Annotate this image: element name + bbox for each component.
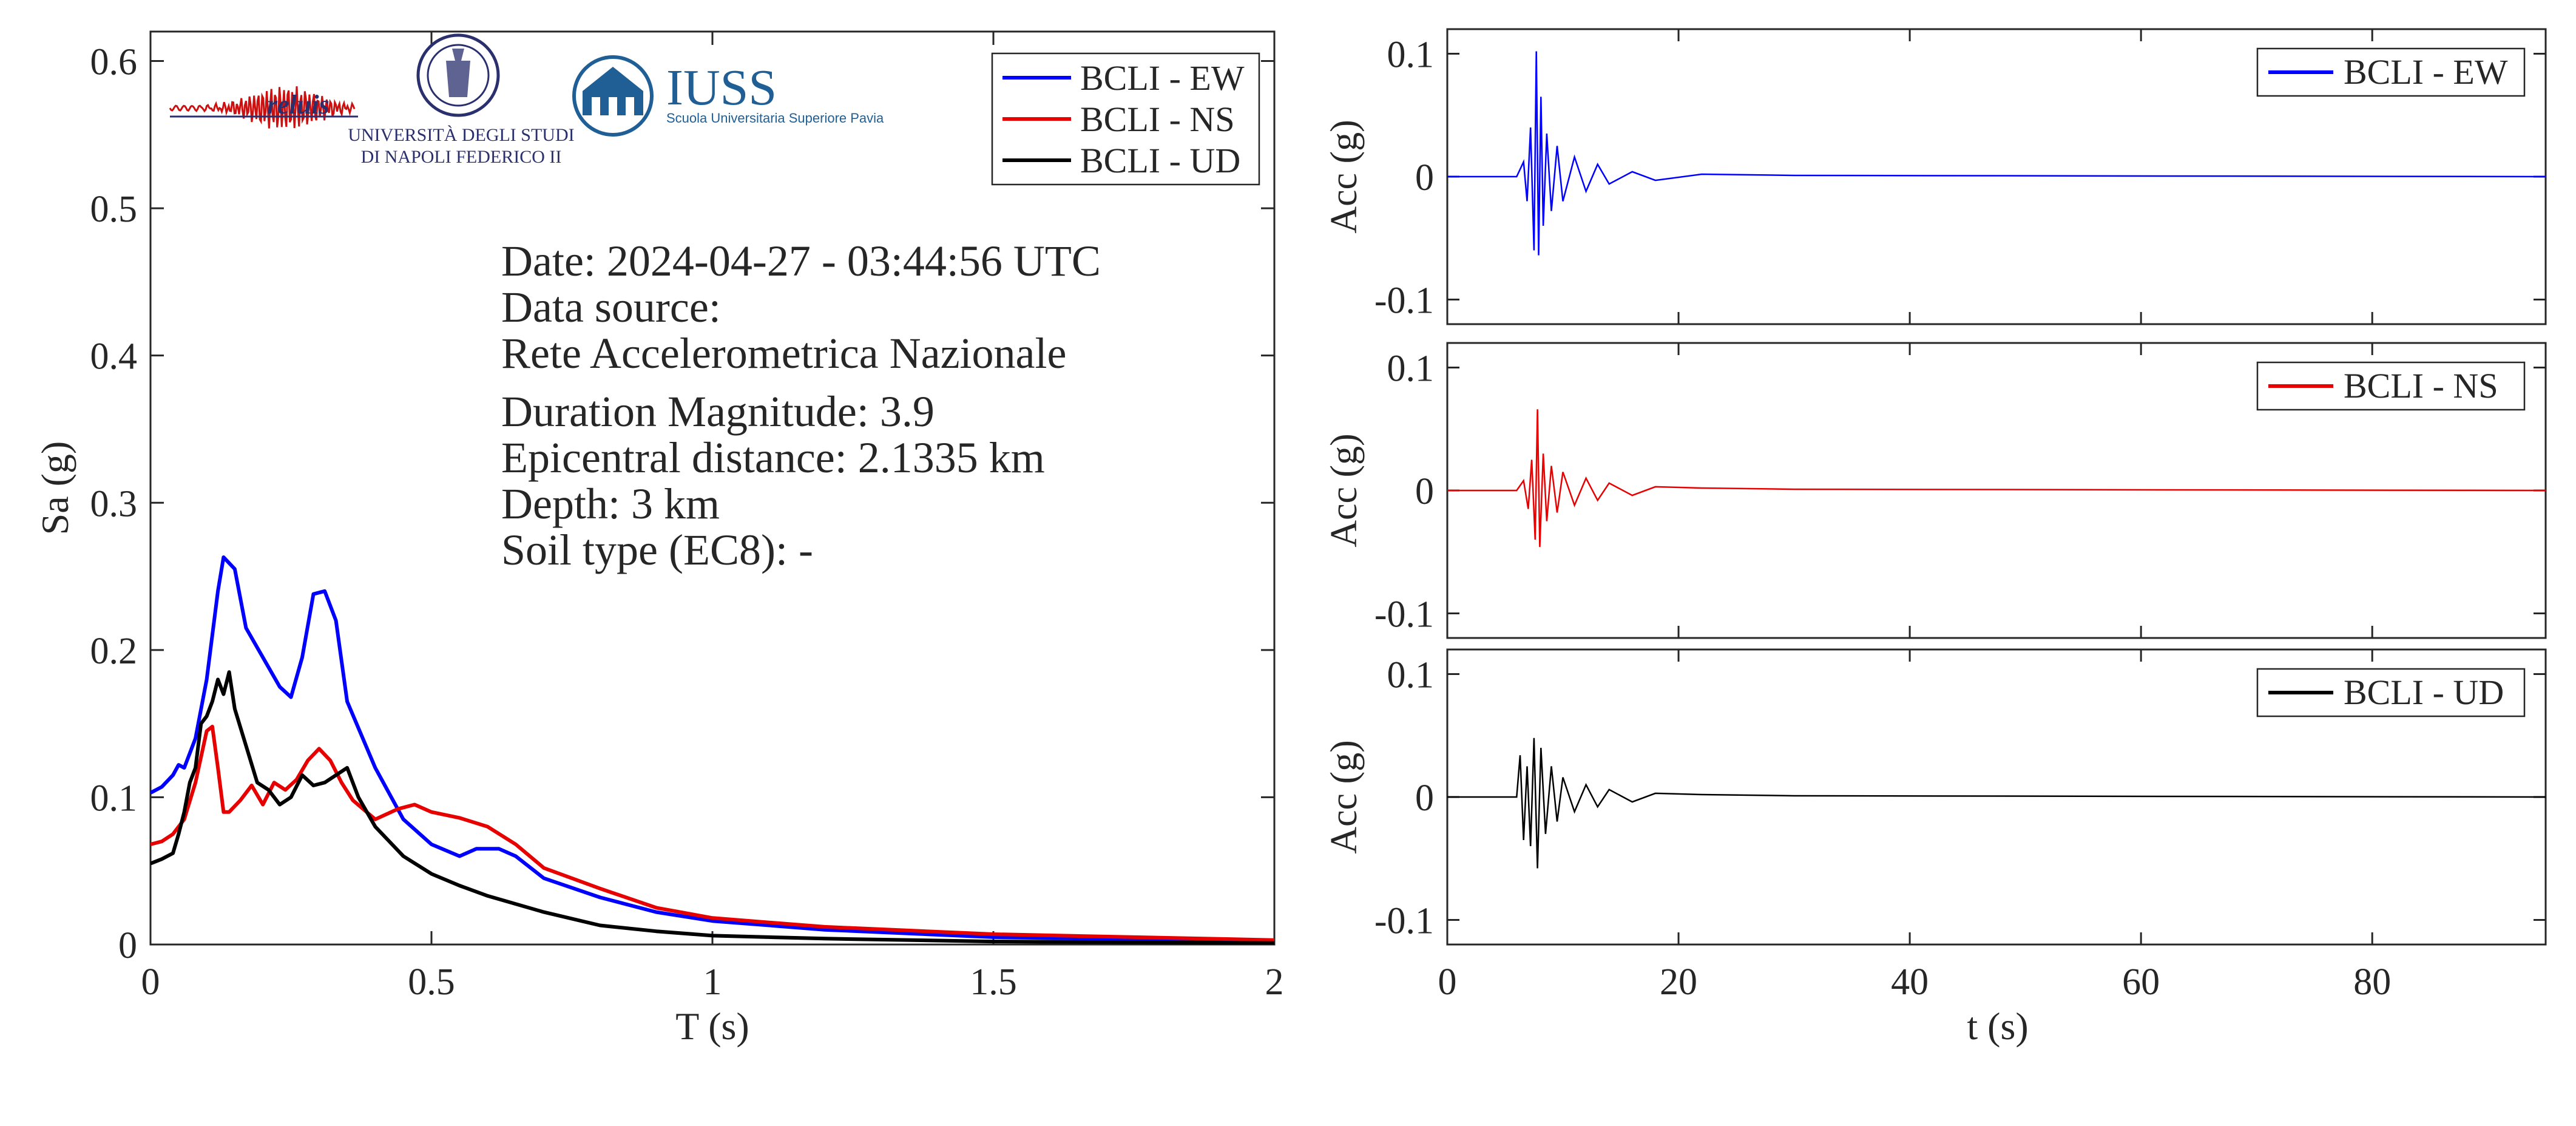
x-tick-label: 0.5 — [408, 962, 455, 1003]
y-tick-label: 0.1 — [1387, 655, 1435, 696]
acc-panel-ns: -0.1 0 0.1 Acc (g) BCLI - NS — [1323, 342, 2547, 639]
acc-trace-ud — [1447, 738, 2546, 869]
y-tick-label: -0.1 — [1374, 901, 1434, 942]
info-distance: Epicentral distance: 2.1335 km — [501, 433, 1045, 482]
y-tick-label: 0 — [118, 925, 137, 966]
y-tick-label: 0.6 — [90, 42, 138, 83]
y-tick-label: 0.4 — [90, 336, 138, 378]
x-tick-label: 1.5 — [970, 962, 1017, 1003]
iuss-logo-text: IUSS — [666, 59, 777, 116]
y-tick-label: 0.5 — [90, 189, 138, 230]
time-x-axis-label: t (s) — [1967, 1005, 2028, 1048]
unina-seal-icon — [416, 33, 500, 117]
acc-legend-label-ew: BCLI - EW — [2344, 52, 2508, 92]
unina-line1: UNIVERSITÀ DEGLI STUDI — [348, 125, 574, 145]
legend-label-ud: BCLI - UD — [1080, 141, 1240, 180]
reluis-logo-text: reluis — [267, 90, 330, 120]
acc-y-axis-label: Acc (g) — [1323, 433, 1365, 548]
info-depth: Depth: 3 km — [501, 480, 720, 528]
x-tick-label: 40 — [1891, 962, 1929, 1003]
x-tick-label: 1 — [703, 962, 722, 1003]
response-spectrum-chart: 0 0.5 1 1.5 2 0 0.1 0.2 0.3 0.4 0.5 0.6 T (s) Sa (g… — [33, 30, 1284, 1048]
info-source: Rete Accelerometrica Nazionale — [501, 329, 1066, 378]
y-tick-label: 0.2 — [90, 631, 138, 672]
acc-y-axis-label: Acc (g) — [1323, 740, 1365, 854]
series-line-ns — [150, 725, 1274, 942]
legend-label-ew: BCLI - EW — [1080, 58, 1245, 98]
reluis-wave-icon — [169, 86, 356, 129]
x-tick-label: 60 — [2122, 962, 2160, 1003]
y-tick-label: 0.1 — [1387, 348, 1435, 390]
y-tick-label: 0.1 — [1387, 35, 1435, 76]
iuss-logo: IUSS Scuola Universitaria Superiore Pavi… — [572, 55, 884, 137]
info-source-label: Data source: — [501, 283, 721, 331]
x-tick-label: 80 — [2353, 962, 2391, 1003]
info-date: Date: 2024-04-27 - 03:44:56 UTC — [501, 237, 1101, 285]
reluis-logo: reluis — [169, 86, 358, 129]
y-tick-label: -0.1 — [1374, 594, 1434, 636]
series-line-ew — [150, 555, 1274, 944]
x-tick-label: 20 — [1660, 962, 1697, 1003]
unina-line2: DI NAPOLI FEDERICO II — [361, 147, 562, 167]
acc-trace-ew — [1447, 51, 2546, 256]
series-line-ud — [150, 670, 1274, 945]
info-magnitude: Duration Magnitude: 3.9 — [501, 387, 935, 436]
x-tick-label: 0 — [141, 962, 160, 1003]
legend-label-ns: BCLI - NS — [1080, 100, 1235, 139]
spectrum-y-axis-label: Sa (g) — [33, 441, 76, 535]
y-tick-label: -0.1 — [1374, 280, 1434, 322]
y-tick-label: 0 — [1415, 778, 1434, 819]
y-tick-label: 0 — [1415, 157, 1434, 198]
y-tick-label: 0.3 — [90, 483, 138, 524]
acc-y-axis-label: Acc (g) — [1323, 120, 1365, 234]
spectrum-x-axis-label: T (s) — [675, 1005, 749, 1048]
x-tick-label: 0 — [1438, 962, 1457, 1003]
unina-logo: UNIVERSITÀ DEGLI STUDI DI NAPOLI FEDERIC… — [348, 33, 575, 167]
info-soil: Soil type (EC8): - — [501, 526, 813, 574]
spectrum-legend: BCLI - EW BCLI - NS BCLI - UD — [991, 52, 1260, 186]
y-tick-label: 0 — [1415, 471, 1434, 512]
event-info: Date: 2024-04-27 - 03:44:56 UTC Data sou… — [501, 237, 1101, 574]
acc-legend-label-ns: BCLI - NS — [2344, 366, 2498, 405]
acc-trace-ns — [1447, 409, 2546, 548]
x-tick-label: 2 — [1265, 962, 1284, 1003]
acc-legend-label-ud: BCLI - UD — [2344, 673, 2504, 712]
iuss-subtitle: Scuola Universitaria Superiore Pavia — [666, 110, 884, 126]
acc-panel-ew: -0.1 0 0.1 Acc (g) BCLI - EW — [1323, 28, 2547, 325]
iuss-emblem-icon — [572, 55, 654, 137]
y-tick-label: 0.1 — [90, 778, 138, 819]
